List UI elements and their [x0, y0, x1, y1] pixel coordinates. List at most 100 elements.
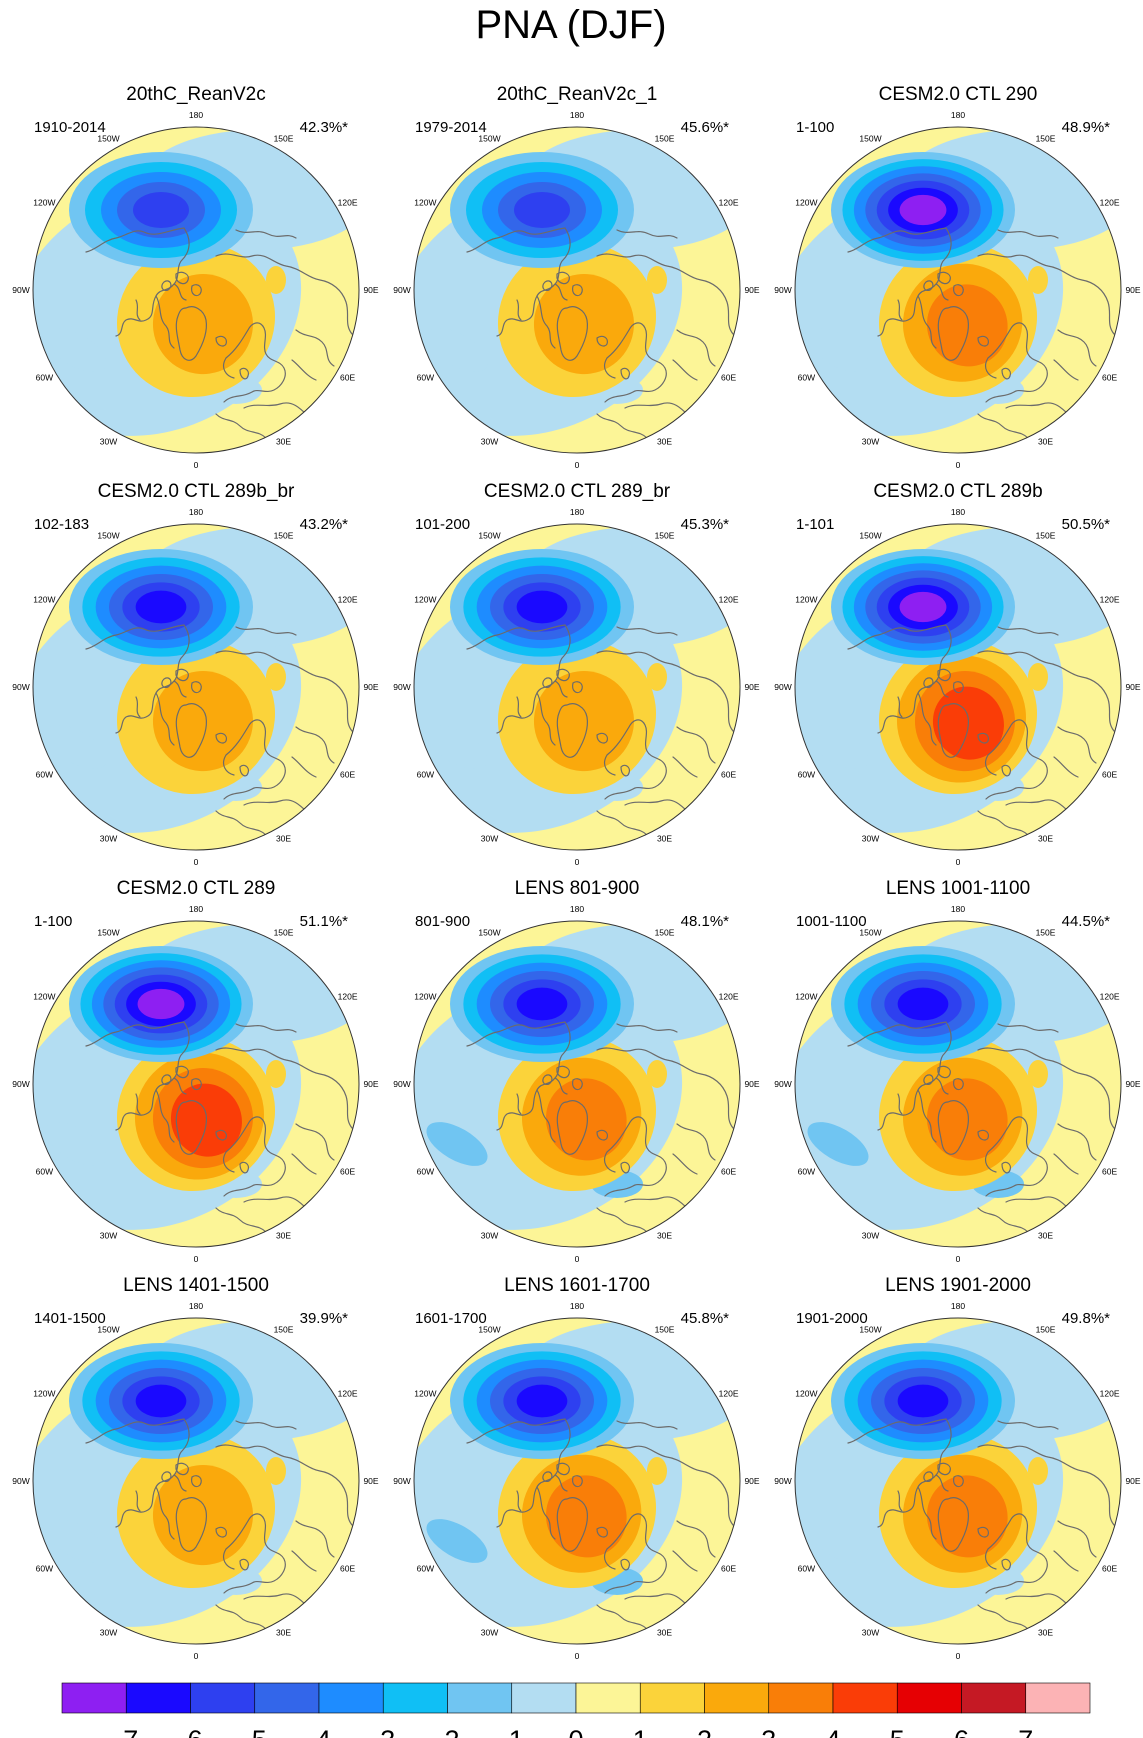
longitude-label: 150E [1036, 927, 1056, 937]
longitude-label: 120E [338, 198, 358, 208]
longitude-label: 180 [951, 507, 965, 517]
secondary-high [647, 1060, 667, 1088]
longitude-label: 150E [274, 927, 294, 937]
map-panel: LENS 1901-2000 1901-2000 49.8%* 180 150E 120E… [774, 1275, 1141, 1661]
period-label: 1901-2000 [796, 1310, 868, 1327]
anomaly-field [33, 127, 359, 453]
map-panel: CESM2.0 CTL 289 1-100 51.1%* 180 150E 120E 90E… [12, 878, 379, 1264]
colorbar-swatch [1025, 1682, 1091, 1714]
map-border [32, 523, 360, 851]
longitude-label: 30E [276, 437, 291, 447]
variance-label: 45.3%* [681, 516, 730, 533]
colorbar-swatch [575, 1682, 641, 1714]
longitude-label: 30E [276, 1231, 291, 1241]
panel-title: LENS 801-900 [515, 878, 640, 899]
map-panel: LENS 1001-1100 1001-1100 44.5%* 180 150E 120E… [774, 878, 1141, 1264]
longitude-label: 90W [12, 1476, 29, 1486]
longitude-label: 60E [721, 1167, 736, 1177]
variance-label: 45.8%* [681, 1310, 730, 1327]
longitude-label: 60W [417, 1564, 434, 1574]
low-contour [516, 1384, 568, 1418]
figure-title: PNA (DJF) [475, 3, 666, 47]
longitude-label: 30E [1038, 1231, 1053, 1241]
longitude-label: 120W [795, 992, 817, 1002]
longitude-label: 150E [274, 133, 294, 143]
panel-title: LENS 1601-1700 [504, 1275, 650, 1296]
map-panel: 20thC_ReanV2c 1910-2014 42.3%* 180 150E 120E 9… [12, 84, 379, 470]
longitude-label: 120W [414, 1389, 436, 1399]
low-contour [897, 987, 949, 1021]
anomaly-field [33, 524, 359, 850]
atlantic-low [45, 1122, 107, 1166]
atlantic-low [807, 328, 869, 372]
longitude-label: 0 [194, 857, 199, 867]
longitude-label: 30W [481, 1628, 498, 1638]
longitude-label: 120E [338, 595, 358, 605]
longitude-label: 90E [744, 1079, 759, 1089]
longitude-label: 0 [956, 1254, 961, 1264]
high-contour [545, 1475, 627, 1558]
anomaly-field [795, 127, 1121, 453]
longitude-label: 150W [97, 530, 119, 540]
colorbar-label: 7 [1018, 1725, 1033, 1738]
longitude-label: 90W [774, 1476, 791, 1486]
map-panel: CESM2.0 CTL 290 1-100 48.9%* 180 150E 120E 90E… [774, 84, 1141, 470]
variance-label: 48.9%* [1062, 119, 1111, 136]
longitude-label: 150E [1036, 133, 1056, 143]
panel-title: LENS 1901-2000 [885, 1275, 1031, 1296]
longitude-label: 60W [417, 1167, 434, 1177]
anomaly-field [414, 127, 740, 453]
map-border [32, 920, 360, 1248]
secondary-high [1028, 663, 1048, 691]
map-border [794, 1317, 1122, 1645]
longitude-label: 120W [795, 1389, 817, 1399]
longitude-label: 90E [744, 682, 759, 692]
atlantic-low [807, 1519, 869, 1563]
longitude-label: 120E [1100, 595, 1120, 605]
anomaly-field [795, 1318, 1121, 1644]
period-label: 801-900 [415, 913, 470, 930]
variance-label: 48.1%* [681, 913, 730, 930]
low-contour [516, 590, 568, 624]
secondary-high [1028, 1457, 1048, 1485]
longitude-label: 90W [393, 1476, 410, 1486]
colorbar-label: -3 [371, 1725, 395, 1738]
longitude-label: 90E [1125, 1079, 1140, 1089]
colorbar-swatch [896, 1682, 962, 1714]
longitude-label: 150E [274, 530, 294, 540]
longitude-label: 90W [12, 285, 29, 295]
secondary-high [1028, 266, 1048, 294]
low-contour [137, 988, 185, 1020]
anomaly-field [795, 921, 1121, 1247]
longitude-label: 150E [1036, 530, 1056, 540]
longitude-label: 90E [1125, 285, 1140, 295]
longitude-label: 120W [414, 992, 436, 1002]
colorbar-swatch [961, 1682, 1027, 1714]
longitude-label: 180 [189, 507, 203, 517]
variance-label: 49.8%* [1062, 1310, 1111, 1327]
longitude-label: 60W [798, 770, 815, 780]
panel-title: CESM2.0 CTL 290 [879, 84, 1038, 105]
longitude-label: 30W [100, 1628, 117, 1638]
period-label: 1979-2014 [415, 119, 487, 136]
longitude-label: 150E [655, 1324, 675, 1334]
longitude-label: 90W [393, 285, 410, 295]
colorbar-label: -2 [435, 1725, 459, 1738]
longitude-label: 180 [570, 904, 584, 914]
longitude-label: 60E [1102, 770, 1117, 780]
panel-title: 20thC_ReanV2c [126, 84, 265, 105]
panel-title: CESM2.0 CTL 289b_br [98, 481, 295, 502]
longitude-label: 180 [189, 1301, 203, 1311]
map-panel: 20thC_ReanV2c_1 1979-2014 45.6%* 180 150E 120… [393, 84, 760, 470]
longitude-label: 90E [744, 1476, 759, 1486]
longitude-label: 90E [363, 1079, 378, 1089]
map-panel: CESM2.0 CTL 289b 1-101 50.5%* 180 150E 120E 90… [774, 481, 1141, 867]
longitude-label: 120E [1100, 198, 1120, 208]
longitude-label: 0 [575, 1254, 580, 1264]
longitude-label: 180 [951, 1301, 965, 1311]
map-border [794, 920, 1122, 1248]
longitude-label: 90W [393, 1079, 410, 1089]
secondary-high [647, 1457, 667, 1485]
longitude-label: 0 [194, 1254, 199, 1264]
high-contour [533, 274, 634, 375]
